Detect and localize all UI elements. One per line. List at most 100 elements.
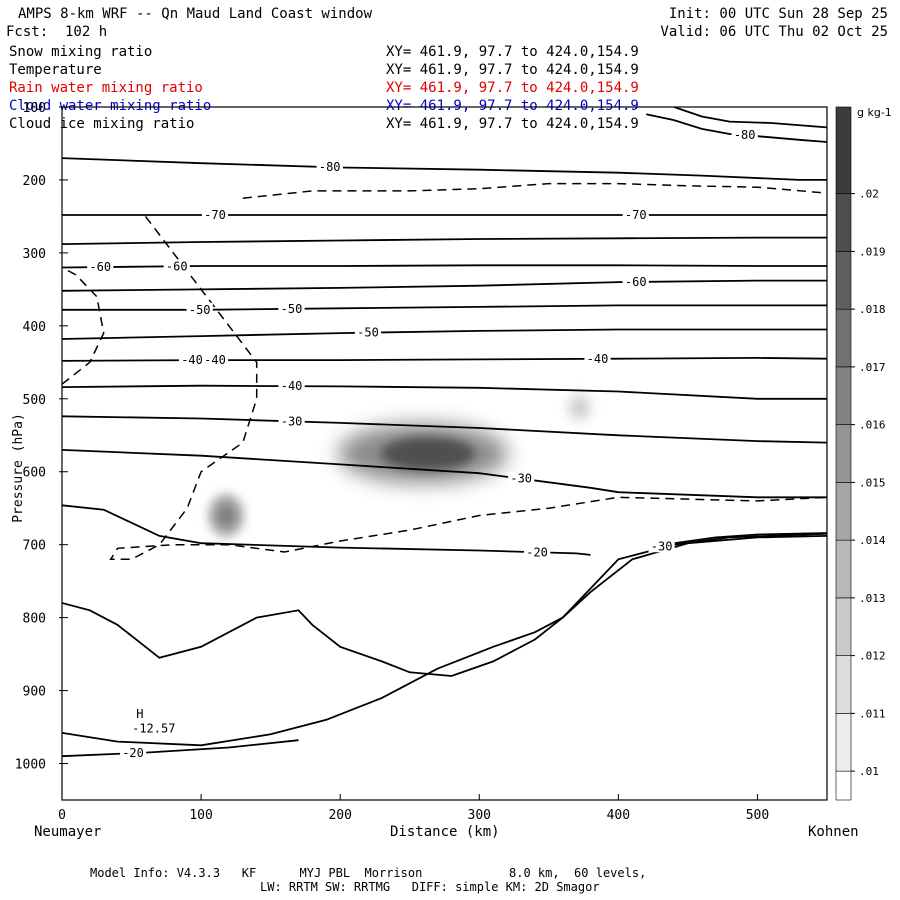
contour-label-bg xyxy=(201,207,229,221)
contour-label: -40 xyxy=(587,352,609,366)
annotation-bg xyxy=(134,706,146,720)
contour-label: -30 xyxy=(651,539,673,553)
temperature-contour xyxy=(62,279,827,292)
field-label: Snow mixing ratio xyxy=(9,44,153,60)
contour-label-bg xyxy=(278,379,305,393)
temperature-contour xyxy=(62,449,827,499)
axes: 100 200 300 400 500 600 700 800 900 1000 0 100 200 30… xyxy=(15,101,828,823)
field-xy: XY= 461.9, 97.7 to 424.0,154.9 xyxy=(386,80,639,96)
x-axis-label: Distance (km) xyxy=(390,824,500,840)
colorbar-tick-label: .018 xyxy=(859,303,886,316)
field-xy: XY= 461.9, 97.7 to 424.0,154.9 xyxy=(386,44,639,60)
temperature-contour xyxy=(62,264,827,269)
annotation-label: -12.57 xyxy=(132,722,175,736)
field-label: Rain water mixing ratio xyxy=(9,80,203,96)
colorbar-tick-label: .019 xyxy=(859,245,886,258)
y-tick-label: 600 xyxy=(23,466,46,481)
contour-label: -50 xyxy=(357,326,379,340)
model-info: Model Info: V4.3.3 KF MYJ PBL Morrison 8… xyxy=(90,866,647,880)
contour-label-bg xyxy=(87,260,114,274)
field-xy: XY= 461.9, 97.7 to 424.0,154.9 xyxy=(386,62,639,78)
snow-shade-core xyxy=(571,398,588,417)
colorbar-segment xyxy=(835,106,852,194)
annotation-label: H xyxy=(136,707,143,721)
contour-label: -30 xyxy=(510,472,532,486)
contour-label: -40 xyxy=(181,353,203,367)
colorbar-segment xyxy=(835,597,852,656)
forecast-hour: Fcst: 102 h xyxy=(6,24,108,40)
plot-clip-group: -80-80-70 -70-60 -60-60-50 -50-50-40 -40 -40-… xyxy=(62,107,827,760)
contour-label-bg xyxy=(523,545,551,559)
colorbar-segment xyxy=(835,366,852,425)
y-axis-label: Pressure (hPa) xyxy=(10,413,26,523)
x-start-label: Neumayer xyxy=(34,824,102,840)
colorbar-tick-label: .012 xyxy=(859,650,886,663)
temperature-contour xyxy=(62,532,827,677)
contour-label-bg xyxy=(622,274,649,288)
contour-label: -30 xyxy=(281,414,303,428)
colorbar: .01 .011 .012 .013 .014 .015 .016 .017 .018 .019.… xyxy=(835,106,892,801)
contour-label-bg xyxy=(119,746,147,760)
plot-frame xyxy=(61,106,828,801)
colorbar-segment xyxy=(835,482,852,541)
field-xy: XY= 461.9, 97.7 to 424.0,154.9 xyxy=(386,116,639,132)
y-tick-label: 300 xyxy=(23,247,46,262)
colorbar-segment xyxy=(835,713,852,772)
contour-label: -20 xyxy=(526,545,548,559)
temperature-contour xyxy=(62,535,827,747)
contour-label: -60 xyxy=(166,259,188,273)
temperature-contour xyxy=(62,384,827,400)
contour-label-bg xyxy=(316,160,343,174)
colorbar-segment xyxy=(835,770,852,801)
plot-area: -80-80-70 -70-60 -60-60-50 -50-50-40 -40 -40-… xyxy=(62,107,827,760)
colorbar-segment xyxy=(835,193,852,252)
field-label: Cloud ice mixing ratio xyxy=(9,116,195,132)
contour-label: -60 xyxy=(625,275,647,289)
y-tick-label: 200 xyxy=(23,174,46,189)
temperature-contour xyxy=(62,356,827,362)
temperature-contour xyxy=(62,415,827,444)
temperature-contour xyxy=(673,107,827,129)
contour-label-bg xyxy=(163,259,190,273)
valid-time: Valid: 06 UTC Thu 02 Oct 25 xyxy=(660,24,888,40)
temperature-contour xyxy=(62,236,827,245)
snow-shade-core xyxy=(216,503,237,528)
contour-label: -80 xyxy=(734,128,756,142)
contour-label: -60 xyxy=(89,260,111,274)
contour-label-bg xyxy=(622,207,649,221)
colorbar-tick-label: .015 xyxy=(859,476,886,489)
colorbar-tick-label: .02 xyxy=(859,188,879,201)
contour-label: -70 xyxy=(204,208,226,222)
field-xy: XY= 461.9, 97.7 to 424.0,154.9 xyxy=(386,98,639,114)
y-tick-label: 800 xyxy=(23,612,46,627)
chart-title: AMPS 8-km WRF -- Qn Maud Land Coast wind… xyxy=(18,6,373,22)
cloud-ice-contour xyxy=(242,182,827,199)
contour-label-bg xyxy=(278,414,305,428)
contour-label-bg xyxy=(178,353,206,367)
init-time: Init: 00 UTC Sun 28 Sep 25 xyxy=(668,6,888,22)
contour-label: -50 xyxy=(189,303,211,317)
colorbar-tick-label: .016 xyxy=(859,419,886,432)
x-tick-label: 0 xyxy=(58,808,66,823)
colorbar-tick-label: .013 xyxy=(859,592,886,605)
contour-label: -40 xyxy=(204,353,226,367)
y-tick-label: 700 xyxy=(23,539,46,554)
colorbar-segment xyxy=(835,424,852,483)
contour-label-bg xyxy=(584,351,611,365)
cloud-ice-contour xyxy=(62,266,105,385)
colorbar-unit: g kg-1 xyxy=(857,106,892,119)
x-tick-label: 400 xyxy=(607,808,630,823)
temperature-contour xyxy=(62,304,827,311)
annotation-bg xyxy=(129,721,178,735)
field-label: Temperature xyxy=(9,62,102,78)
x-tick-label: 300 xyxy=(468,808,491,823)
physics-info: LW: RRTM SW: RRTMG DIFF: simple KM: 2D S… xyxy=(260,880,600,894)
colorbar-segment xyxy=(835,308,852,368)
snow-shade-core xyxy=(381,437,475,470)
x-end-label: Kohnen xyxy=(808,824,859,840)
contour-label-bg xyxy=(201,353,229,367)
temperature-contour xyxy=(62,328,827,340)
contour-label: -40 xyxy=(281,379,303,393)
contour-label-bg xyxy=(278,301,305,315)
